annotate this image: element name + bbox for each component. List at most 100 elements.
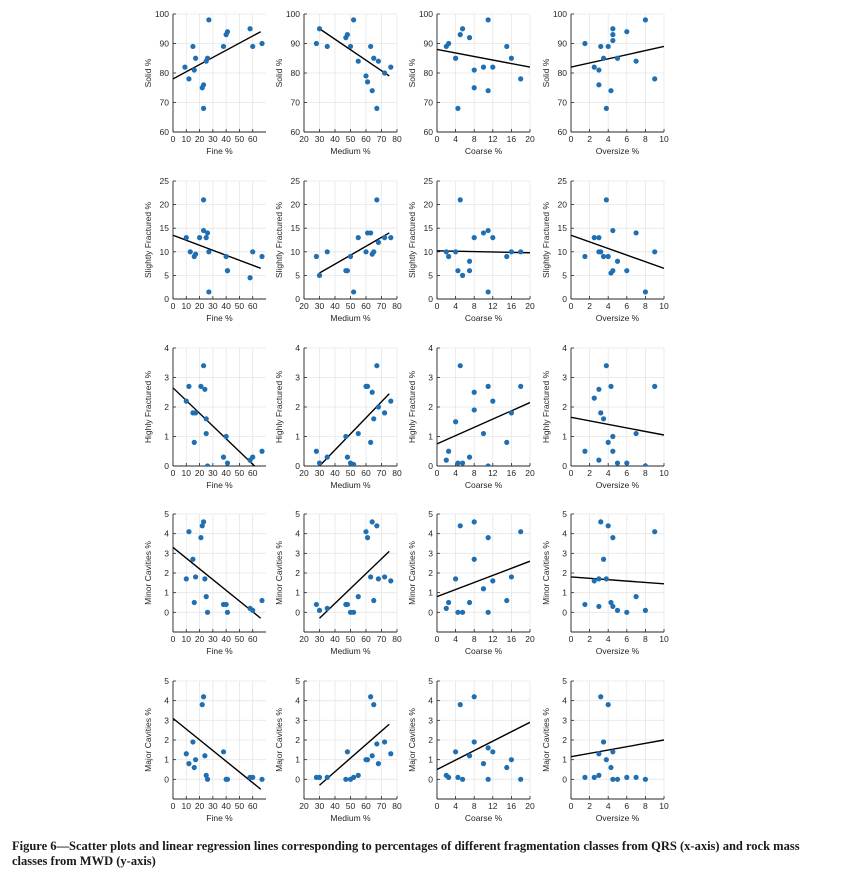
x-tick-label: 8 [643,801,648,811]
x-tick-label: 12 [488,468,498,478]
y-tick-label: 4 [164,343,169,353]
regression-line [173,31,262,80]
data-point [508,574,514,580]
data-point [206,249,212,255]
y-tick-label: 2 [295,735,300,745]
y-tick-label: 0 [295,294,300,304]
data-point [247,26,253,32]
x-tick-label: 0 [171,801,176,811]
y-tick-label: 20 [160,200,170,210]
data-point [247,275,253,281]
y-tick-label: 1 [164,432,169,442]
data-point [591,235,597,241]
y-tick-label: 3 [562,548,567,558]
x-tick-label: 6 [624,134,629,144]
data-point [183,576,189,582]
data-point [446,253,452,260]
data-point [355,430,361,437]
data-point [364,79,371,85]
y-axis-label: Highly Fractured % [143,370,153,443]
data-point [204,463,211,466]
data-point [459,272,466,278]
x-tick-label: 16 [507,468,517,478]
x-tick-label: 30 [208,468,218,478]
panel-data [313,519,394,619]
data-point [608,88,614,94]
y-tick-label: 2 [428,568,433,578]
x-tick-label: 40 [221,301,231,311]
x-tick-label: 10 [182,134,192,144]
data-point [202,386,208,392]
x-tick-label: 4 [453,134,458,144]
data-point [508,249,514,255]
x-tick-label: 10 [659,634,669,644]
x-tick-label: 50 [346,301,356,311]
data-point [642,463,648,466]
y-tick-label: 25 [558,176,568,186]
data-point [518,76,524,82]
x-tick-label: 20 [525,134,535,144]
data-point [642,17,649,23]
data-point [200,82,207,88]
data-point [485,17,491,23]
x-tick-label: 2 [587,134,592,144]
data-point [485,227,491,234]
x-tick-label: 20 [299,801,309,811]
data-point [633,230,639,236]
data-point [324,605,330,612]
data-point [508,55,514,61]
y-tick-label: 5 [562,270,567,280]
x-tick-label: 10 [182,634,192,644]
data-point [204,776,211,782]
data-point [369,753,375,759]
data-point [485,383,491,389]
y-tick-label: 0 [562,774,567,784]
data-point [351,609,357,615]
x-tick-label: 0 [435,134,440,144]
y-tick-label: 3 [428,548,433,558]
y-tick-label: 4 [295,529,300,539]
data-point [344,454,350,460]
data-point [610,776,616,782]
y-axis-label: Major Cavities % [407,708,417,772]
data-point [204,55,211,61]
data-point [388,751,394,757]
x-tick-label: 30 [315,134,325,144]
y-tick-label: 60 [291,127,301,137]
data-point [624,268,630,274]
data-point [471,407,477,413]
regression-line [571,576,664,585]
regression-line [571,739,664,758]
x-tick-label: 70 [377,301,387,311]
y-tick-label: 0 [562,461,567,471]
x-axis-label: Oversize % [596,313,640,323]
data-point [457,197,463,203]
y-axis-label: Solid % [143,58,153,87]
data-point [374,741,380,747]
y-tick-label: 0 [428,607,433,617]
panel-data [173,363,265,466]
data-point [324,43,330,50]
data-point [582,40,588,47]
data-point [652,76,658,82]
scatter-panel: 20 30 40 50 60 70 80 0 5 10 15 20 25 Medium % Slightly… [274,176,402,323]
data-point [642,607,649,613]
x-tick-label: 0 [171,301,176,311]
y-tick-label: 25 [160,176,170,186]
x-axis-label: Oversize % [596,646,640,656]
x-tick-label: 4 [453,468,458,478]
data-point [453,419,459,425]
panel-data [437,197,530,295]
x-tick-label: 0 [171,468,176,478]
data-point [605,43,611,50]
y-tick-label: 70 [291,98,301,108]
data-point [459,460,466,466]
x-tick-label: 40 [330,301,340,311]
x-tick-label: 0 [435,801,440,811]
data-point [203,594,209,600]
data-point [518,249,524,255]
regression-line [173,717,262,790]
x-tick-label: 50 [235,634,245,644]
